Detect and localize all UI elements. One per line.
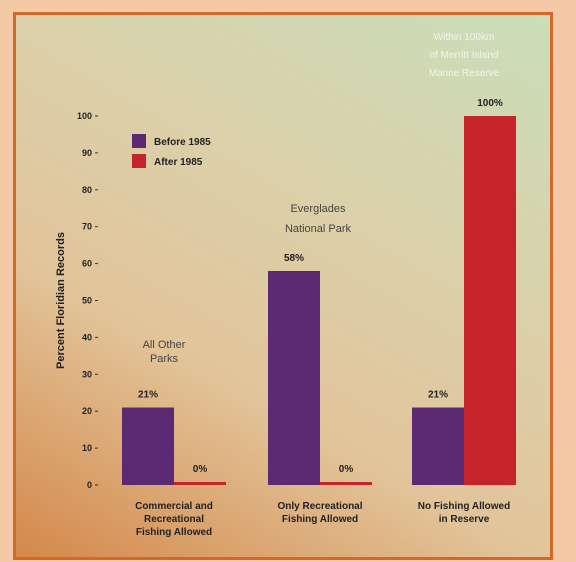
- bar-after-2: [464, 116, 516, 485]
- group-annotation: Everglades: [290, 203, 346, 215]
- y-tick-label: 90: [82, 148, 92, 158]
- y-tick-label: 60: [82, 259, 92, 269]
- legend-swatch-after: [132, 154, 146, 168]
- bar-value-label: 0%: [193, 464, 208, 475]
- category-label: Recreational: [144, 514, 204, 525]
- y-tick-label: 20: [82, 406, 92, 416]
- group-annotation: Within 100km: [434, 32, 495, 43]
- bar-value-label: 21%: [138, 390, 158, 401]
- bar-value-label: 100%: [477, 98, 503, 109]
- group-annotation: Marine Reserve: [429, 68, 500, 79]
- bar-before-2: [412, 407, 464, 485]
- bar-after-1: [320, 482, 372, 485]
- category-label: Only Recreational: [277, 501, 362, 512]
- y-tick-label: 40: [82, 332, 92, 342]
- group-annotation: All Other: [143, 339, 186, 351]
- bar-value-label: 21%: [428, 390, 448, 401]
- y-tick-label: 70: [82, 222, 92, 232]
- category-label: No Fishing Allowed: [418, 501, 510, 512]
- bar-value-label: 0%: [339, 464, 354, 475]
- bar-value-label: 58%: [284, 253, 304, 264]
- category-label: Fishing Allowed: [136, 527, 212, 538]
- bar-before-0: [122, 407, 174, 485]
- legend-swatch-before: [132, 134, 146, 148]
- category-label: Fishing Allowed: [282, 514, 358, 525]
- y-tick-label: 0: [87, 480, 92, 490]
- bar-before-1: [268, 270, 320, 485]
- group-annotation: of Merritt Island: [430, 50, 499, 61]
- y-tick-label: 100: [77, 111, 92, 121]
- bar-after-0: [174, 482, 226, 485]
- group-annotation: Parks: [150, 353, 179, 365]
- group-annotation: National Park: [285, 223, 352, 235]
- y-tick-label: 50: [82, 296, 92, 306]
- y-tick-label: 30: [82, 369, 92, 379]
- y-tick-label: 10: [82, 443, 92, 453]
- category-label: in Reserve: [439, 514, 490, 525]
- category-label: Commercial and: [135, 501, 213, 512]
- legend-label: After 1985: [154, 157, 203, 168]
- y-axis-title: Percent Floridian Records: [55, 232, 67, 369]
- legend-label: Before 1985: [154, 137, 211, 148]
- y-tick-label: 80: [82, 185, 92, 195]
